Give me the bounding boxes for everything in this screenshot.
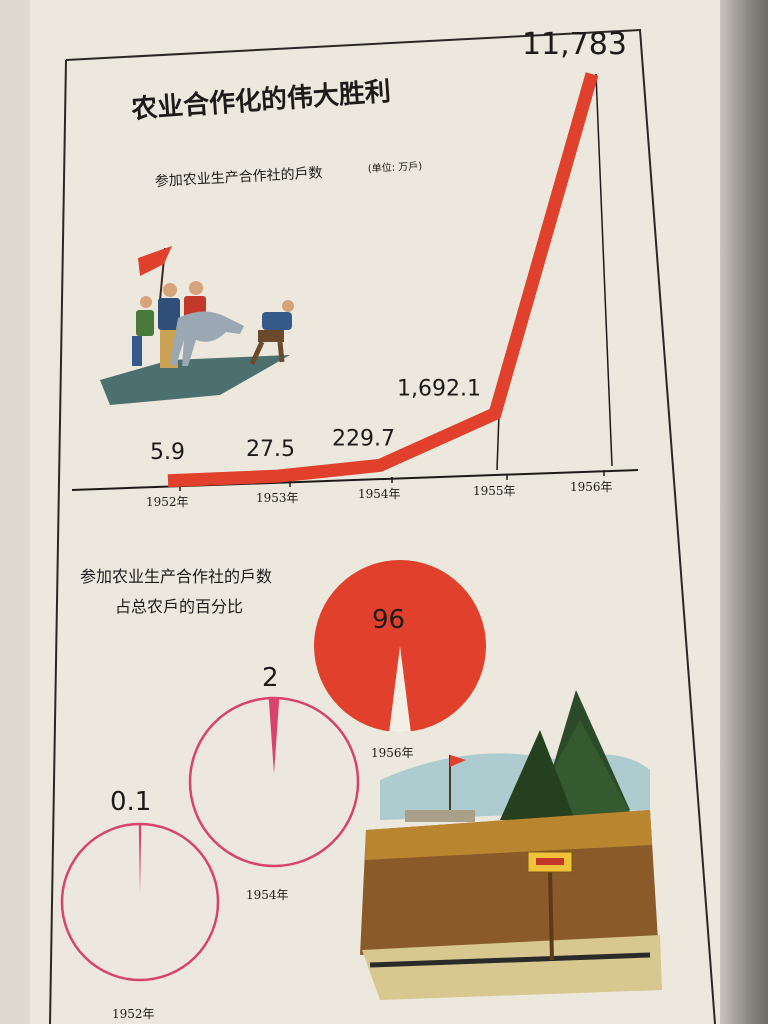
line-series-band [167, 72, 599, 488]
farm-field-with-trees-and-sign-icon [360, 690, 662, 1000]
peasants-with-red-flag-and-ox-icon [100, 246, 294, 405]
frame-border [65, 28, 716, 1024]
background-surface [0, 0, 30, 1024]
data-label: 1,692.1 [397, 377, 481, 402]
pie-year-label: 1952年 [112, 1007, 155, 1021]
pie-series-layer: 0.1 1952年 2 1954年 96 1956年 [60, 560, 486, 1021]
x-tick-label: 1954年 [358, 487, 401, 501]
pie-year-label: 1954年 [246, 888, 289, 902]
x-tick-label: 1955年 [473, 484, 516, 498]
pie-slice [138, 824, 142, 894]
line-series-layer: 1952年 1953年 1954年 1955年 1956年 5.9 27.5 229.71,6… [146, 27, 627, 509]
x-axis [71, 469, 639, 491]
frame-border-left [49, 59, 67, 1024]
drop-line [595, 73, 613, 467]
chart-title: 农业合作化的伟大胜利 [129, 76, 392, 125]
pie-remainder [389, 646, 411, 732]
pie-value-label: 96 [372, 605, 405, 635]
pie-year-label: 1956年 [371, 746, 414, 760]
x-tick-label: 1952年 [146, 495, 189, 509]
pie-slice [268, 698, 280, 774]
book-spine-edge [720, 0, 768, 1024]
pie-subtitle-line-1: 参加农业生产合作社的戶数 [80, 567, 272, 586]
line-chart-subtitle: 参加农业生产合作社的戶数 [154, 164, 323, 190]
line-chart-unit: (单位: 万戶) [367, 159, 422, 175]
pie-value-label: 0.1 [110, 787, 151, 817]
data-label: 229.7 [332, 426, 395, 451]
x-tick-label: 1953年 [256, 491, 299, 505]
data-label: 5.9 [150, 440, 185, 465]
x-tick-label: 1956年 [570, 480, 613, 494]
drop-line [496, 413, 500, 471]
data-label: 11,783 [522, 27, 627, 62]
data-label: 27.5 [246, 437, 295, 462]
pie-subtitle-line-2: 占总农戶的百分比 [115, 597, 243, 616]
pie-value-label: 2 [262, 663, 279, 693]
